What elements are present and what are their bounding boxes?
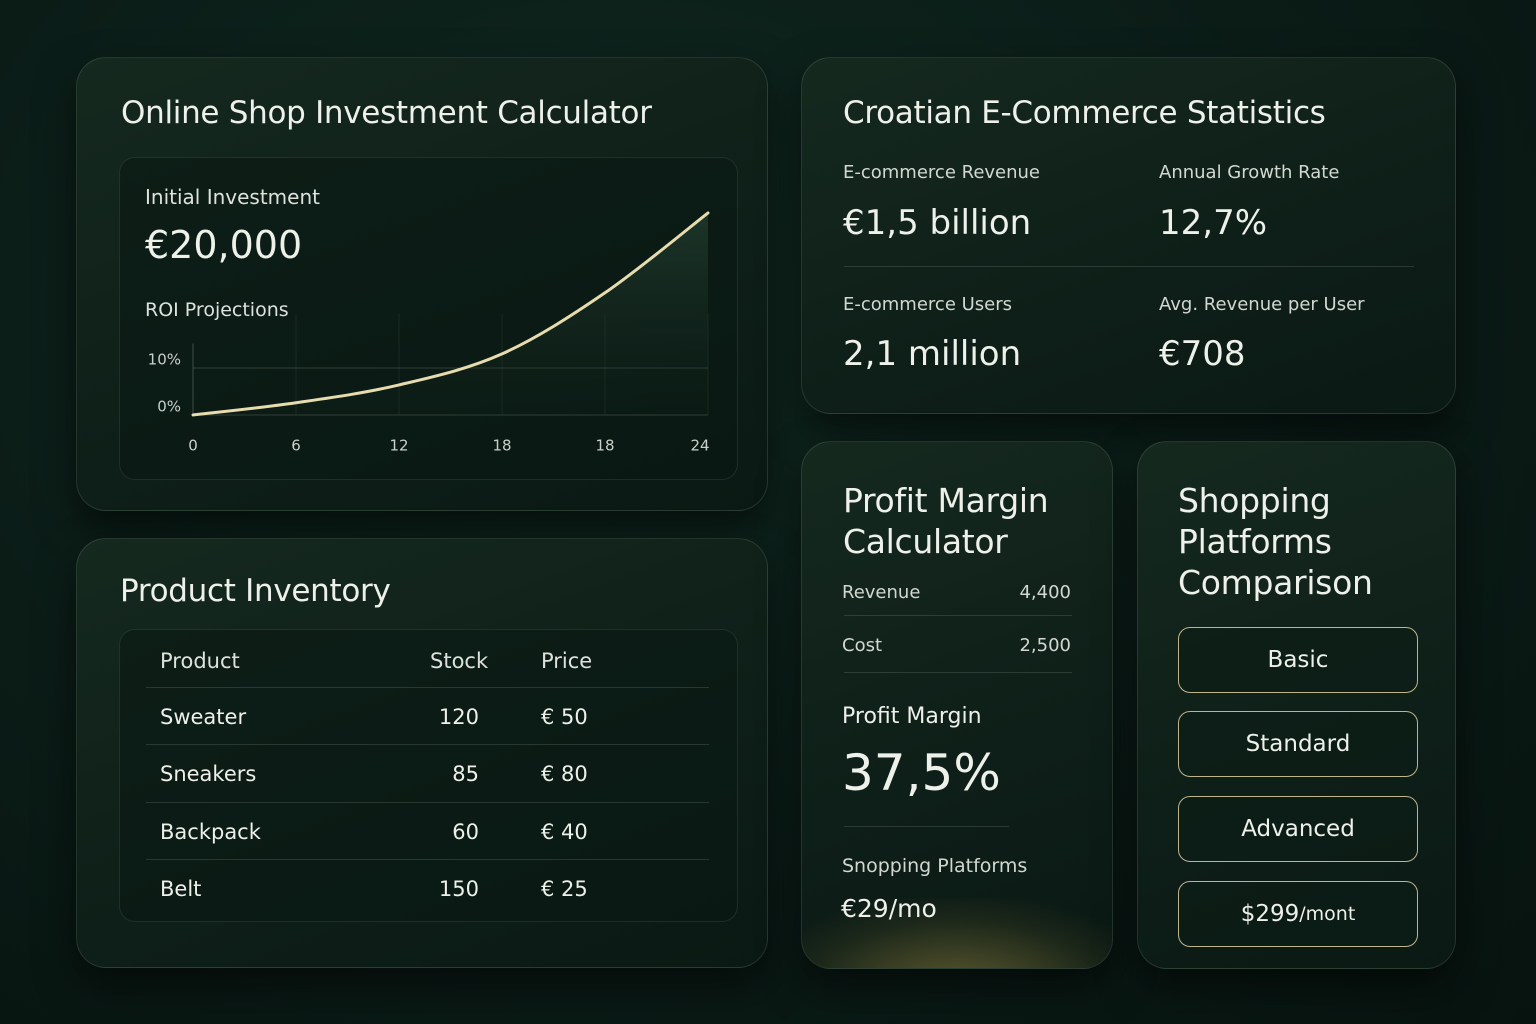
statistics-card: Croatian E-Commerce Statistics E-commerc… — [801, 57, 1456, 414]
stat-value: 2,1 million — [843, 334, 1022, 374]
price: $299 — [1240, 901, 1300, 927]
x-tick-label: 6 — [291, 437, 301, 455]
row-divider — [146, 687, 709, 688]
plan-button[interactable]: Advanced — [1178, 796, 1418, 862]
platforms-card: Shopping Platforms Comparison Basic Stan… — [1137, 441, 1456, 969]
row-value: 4,400 — [1019, 582, 1071, 603]
card-title: Online Shop Investment Calculator — [121, 95, 652, 131]
x-tick-label: 18 — [492, 437, 511, 455]
stat-value: 12,7% — [1159, 203, 1268, 243]
table-cell: Sneakers — [160, 762, 257, 787]
margin-value: 37,5% — [842, 744, 1001, 802]
row-label: Revenue — [842, 582, 921, 603]
price-unit: /mont — [1299, 903, 1356, 925]
profit-card: Profit Margin Calculator Revenue 4,400 C… — [801, 441, 1113, 969]
divider — [844, 826, 1009, 827]
stat-value: €1,5 billion — [843, 203, 1032, 243]
table-cell: € 40 — [541, 819, 588, 844]
y-tick-label: 0% — [157, 398, 181, 416]
initial-label: Initial Investment — [145, 185, 320, 209]
plan-button[interactable]: Basic — [1178, 627, 1418, 693]
card-title: Profit Margin Calculator — [843, 481, 1049, 561]
table-cell: Belt — [160, 876, 202, 901]
stat-label: E-commerce Revenue — [843, 162, 1041, 183]
line — [191, 211, 710, 417]
x-tick-label: 24 — [690, 437, 709, 455]
table-cell: 150 — [438, 876, 479, 901]
plan-button[interactable]: Standard — [1178, 711, 1418, 777]
platforms-label: Snopping Platforms — [842, 855, 1028, 877]
chart-panel: Initial Investment €20,000 ROI Projectio… — [119, 157, 738, 480]
table-cell: Backpack — [160, 819, 261, 844]
divider — [844, 615, 1072, 616]
column-header: Product — [160, 649, 240, 673]
table-cell: 60 — [452, 819, 479, 844]
row-divider — [146, 858, 709, 860]
card-title: Product Inventory — [120, 573, 391, 609]
platforms-value: €29/mo — [841, 894, 937, 923]
stat-value: €708 — [1159, 334, 1246, 374]
table-cell: Sweater — [160, 705, 247, 729]
row-divider — [146, 801, 709, 803]
table-cell: 120 — [438, 705, 479, 729]
chart: 0% 10% 0 6 12 18 18 24 — [148, 211, 710, 455]
inventory-table: Product Stock Price Sweater 120 € 50 Sneakers 8… — [119, 629, 738, 922]
area-fill — [193, 212, 708, 415]
table-cell: € 50 — [541, 705, 588, 729]
price-button[interactable]: $299/mont — [1178, 881, 1418, 947]
table-cell: 85 — [452, 762, 479, 787]
inventory-card: Product Inventory Product Stock Price Sweat… — [76, 538, 768, 968]
stat-label: Avg. Revenue per User — [1159, 294, 1365, 315]
chart-title: ROI Projections — [145, 299, 289, 321]
stat-label: Annual Growth Rate — [1159, 162, 1340, 183]
column-header: Price — [541, 649, 593, 673]
x-tick-label: 0 — [188, 437, 198, 455]
table-cell: € 25 — [541, 876, 588, 901]
divider — [844, 672, 1072, 673]
table-cell: € 80 — [541, 762, 588, 787]
y-tick-label: 10% — [148, 351, 181, 369]
divider — [844, 266, 1414, 267]
initial-value: €20,000 — [145, 223, 303, 267]
card-title: Shopping Platforms Comparison — [1178, 481, 1373, 602]
stat-label: E-commerce Users — [843, 294, 1013, 315]
glow — [802, 898, 1112, 968]
column-header: Stock — [430, 649, 489, 673]
x-tick-label: 12 — [389, 437, 408, 455]
row-label: Cost — [842, 635, 883, 656]
row-divider — [146, 744, 709, 746]
row-value: 2,500 — [1019, 635, 1071, 656]
margin-label: Profit Margin — [842, 704, 982, 729]
card-title: Croatian E-Commerce Statistics — [843, 95, 1326, 131]
x-tick-label: 18 — [595, 437, 614, 455]
investment-card: Online Shop Investment Calculator Initia… — [76, 57, 768, 511]
